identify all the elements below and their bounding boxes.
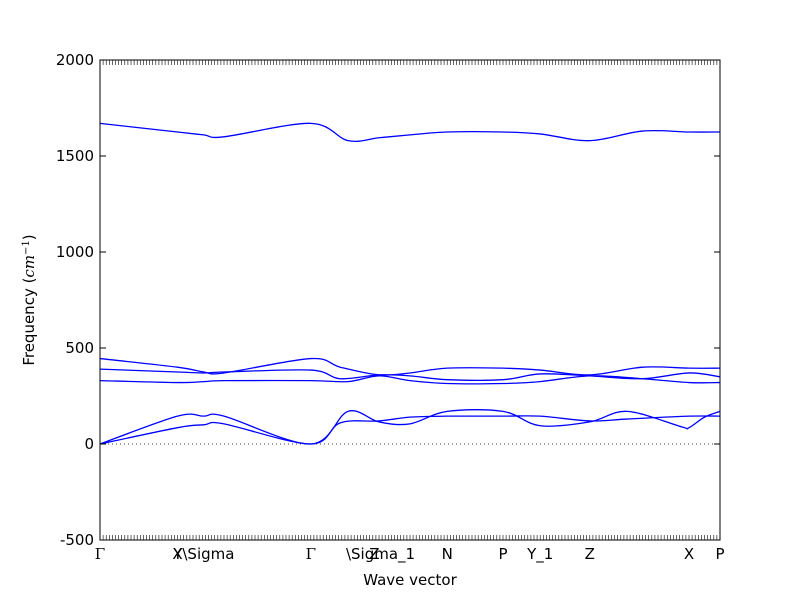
x-axis-label: Wave vector: [363, 571, 457, 589]
y-tick-label: 0: [84, 435, 94, 453]
series-line-5: [99, 357, 721, 376]
y-axis-label-exponent: −1: [21, 240, 32, 255]
y-axis-label-unit: cm: [20, 255, 38, 278]
x-tick-label: X: [172, 545, 182, 563]
series-line-6: [99, 122, 721, 142]
x-tick-label: P: [498, 545, 507, 563]
x-tick-label: Z: [585, 545, 595, 563]
x-tick-label: X: [684, 545, 694, 563]
x-tick-label: \Sigma_1: [346, 545, 415, 564]
x-tick-label: Z: [369, 545, 379, 563]
series-layer: [99, 122, 721, 445]
series-line-3: [99, 375, 721, 385]
y-tick-label: 2000: [56, 51, 94, 69]
y-tick-label: 1000: [56, 243, 94, 261]
x-tick-label: P: [715, 545, 724, 563]
x-tick-label: Γ: [306, 545, 316, 563]
x-tick-label: Y_1: [526, 545, 553, 564]
y-tick-label: 1500: [56, 147, 94, 165]
y-axis-label-suffix: ): [20, 234, 38, 240]
x-tick-label: N: [442, 545, 453, 563]
series-line-2: [99, 409, 721, 445]
x-tick-label: Γ: [95, 545, 105, 563]
y-tick-label: 500: [65, 339, 94, 357]
series-line-1: [99, 415, 721, 445]
y-tick-label: -500: [60, 531, 94, 549]
y-axis-label-prefix: Frequency (: [20, 278, 38, 366]
y-axis-label: Frequency (cm−1): [20, 234, 38, 365]
x-tick-label: Y\Sigma: [172, 545, 234, 563]
